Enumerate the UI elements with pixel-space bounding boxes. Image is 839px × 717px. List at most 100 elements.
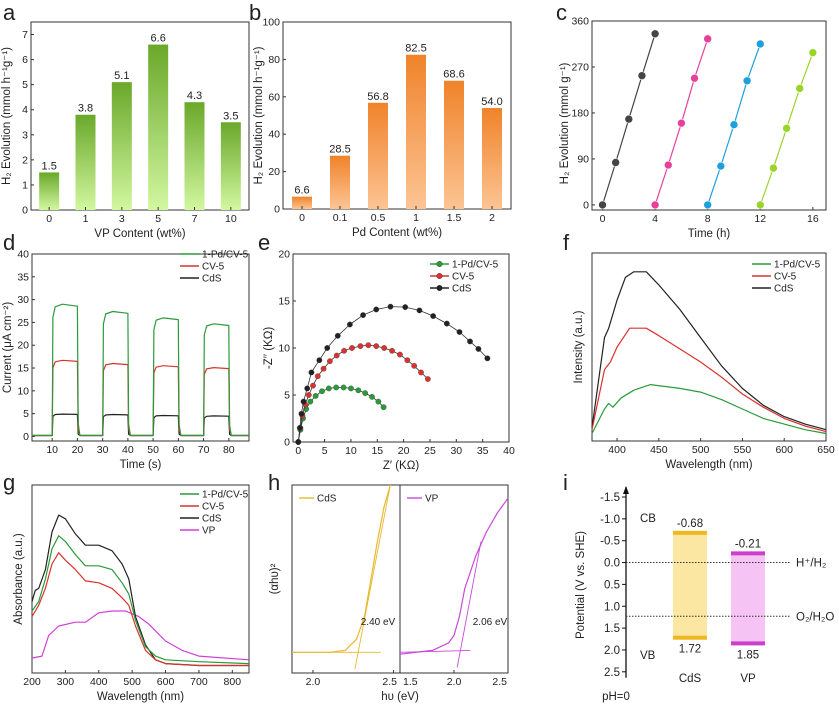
data-point [795, 84, 805, 93]
x-tick-label: 30 [450, 445, 462, 457]
data-point [650, 200, 660, 210]
series-line [297, 306, 488, 443]
panel-label: b [249, 0, 261, 25]
y-axis-label: Current (μA cm⁻²) [2, 302, 14, 393]
y-tick-label: -0.5 [600, 536, 620, 548]
y-axis-label: (αhυ)² [269, 563, 281, 594]
data-point [755, 39, 765, 49]
data-point [327, 358, 333, 365]
x-tick-label: 2 [489, 212, 495, 224]
y-tick-label: 360 [571, 16, 589, 28]
x-axis-label: VP Content (wt%) [94, 228, 185, 240]
data-point [755, 200, 765, 210]
x-tick-label: 2.5 [382, 676, 397, 688]
data-label: 3.8 [78, 103, 93, 115]
data-point [729, 120, 739, 129]
data-point [716, 161, 726, 171]
plot-frame [30, 21, 250, 211]
x-axis-label: Time (s) [120, 459, 162, 471]
x-tick-label: 0 [295, 445, 301, 457]
data-point [484, 355, 491, 362]
series-line [591, 271, 827, 431]
data-point [305, 392, 312, 398]
y-tick-label: 15 [278, 296, 290, 308]
legend-label: CV-5 [774, 272, 797, 283]
y-tick-label: 2.5 [604, 667, 620, 679]
data-point [360, 312, 366, 318]
y-axis-label: -Z′′ (KΩ) [263, 327, 275, 369]
data-label: 6.6 [151, 33, 166, 45]
data-point [355, 387, 362, 394]
data-point [362, 390, 369, 396]
x-tick-label: 500 [123, 676, 141, 688]
data-point [703, 200, 712, 210]
x-tick-label: 450 [650, 444, 668, 456]
x-tick-label: 30 [97, 444, 109, 456]
plot-frame [291, 484, 401, 674]
x-tick-label: 40 [122, 444, 134, 456]
bar [482, 108, 502, 209]
y-tick-label: 0 [284, 437, 290, 449]
x-tick-label: 1.5 [447, 212, 462, 224]
x-tick-label: 35 [477, 445, 489, 457]
x-tick-label: 8 [705, 213, 711, 225]
x-tick-label: 650 [817, 444, 835, 456]
x-tick-label: 4 [652, 213, 658, 225]
x-tick-label: 600 [775, 444, 793, 456]
data-point [425, 376, 431, 382]
y-tick-label: 7 [22, 29, 28, 41]
series-line [31, 610, 250, 661]
y-tick-label: 0 [274, 204, 280, 216]
data-point [650, 29, 660, 39]
data-label: 1.5 [42, 160, 57, 172]
cb-label: CB [640, 513, 656, 525]
y-tick-label: 0 [23, 431, 29, 443]
legend-label: CdS [317, 494, 337, 505]
data-point [418, 369, 424, 376]
legend-label: 1-Pd/CV-5 [202, 250, 249, 261]
vb-value-label: 1.85 [737, 649, 759, 661]
panel-label: d [3, 230, 15, 255]
data-point [387, 303, 394, 310]
bar [184, 102, 205, 210]
plot-frame [31, 484, 250, 674]
series-line [31, 535, 250, 665]
x-tick-label: 10 [345, 445, 357, 457]
plot-frame [282, 21, 512, 210]
data-point [411, 363, 418, 369]
x-tick-label: 2.0 [306, 676, 321, 688]
data-label: 5.1 [114, 70, 129, 82]
data-point [320, 365, 327, 372]
legend-label: CdS [202, 274, 222, 285]
x-tick-label: 3 [119, 213, 125, 225]
band-gap-annotation: 2.06 eV [473, 617, 508, 628]
data-point [324, 345, 331, 351]
x-tick-label: 300 [57, 676, 75, 688]
y-axis-label: H₂ Evolution (mmol g⁻¹) [559, 62, 571, 184]
bar [220, 122, 241, 210]
data-label: 28.5 [329, 144, 350, 156]
y-tick-label: 0 [583, 199, 589, 211]
arrow-up-icon [623, 486, 629, 494]
data-label: 6.6 [294, 185, 309, 197]
data-point [319, 388, 325, 395]
x-tick-label: 40 [503, 445, 515, 457]
x-tick-label: 0.5 [371, 212, 386, 224]
legend-label: CV-5 [452, 272, 475, 283]
x-tick-label: 1 [413, 212, 419, 224]
y-tick-label: 10 [17, 385, 29, 397]
x-axis-label: Pd Content (wt%) [352, 227, 442, 239]
x-tick-label: 50 [147, 444, 159, 456]
data-point [373, 343, 380, 349]
cb-value-label: -0.21 [735, 538, 761, 550]
data-point [397, 351, 403, 358]
data-label: 4.3 [187, 90, 202, 102]
data-point [430, 313, 436, 319]
y-tick-label: -1.5 [600, 492, 620, 504]
data-point [298, 410, 305, 417]
data-point [295, 439, 302, 445]
data-point [325, 385, 332, 392]
y-tick-label: 5 [22, 79, 28, 91]
data-point [304, 385, 311, 392]
x-tick-label: 5 [155, 213, 161, 225]
